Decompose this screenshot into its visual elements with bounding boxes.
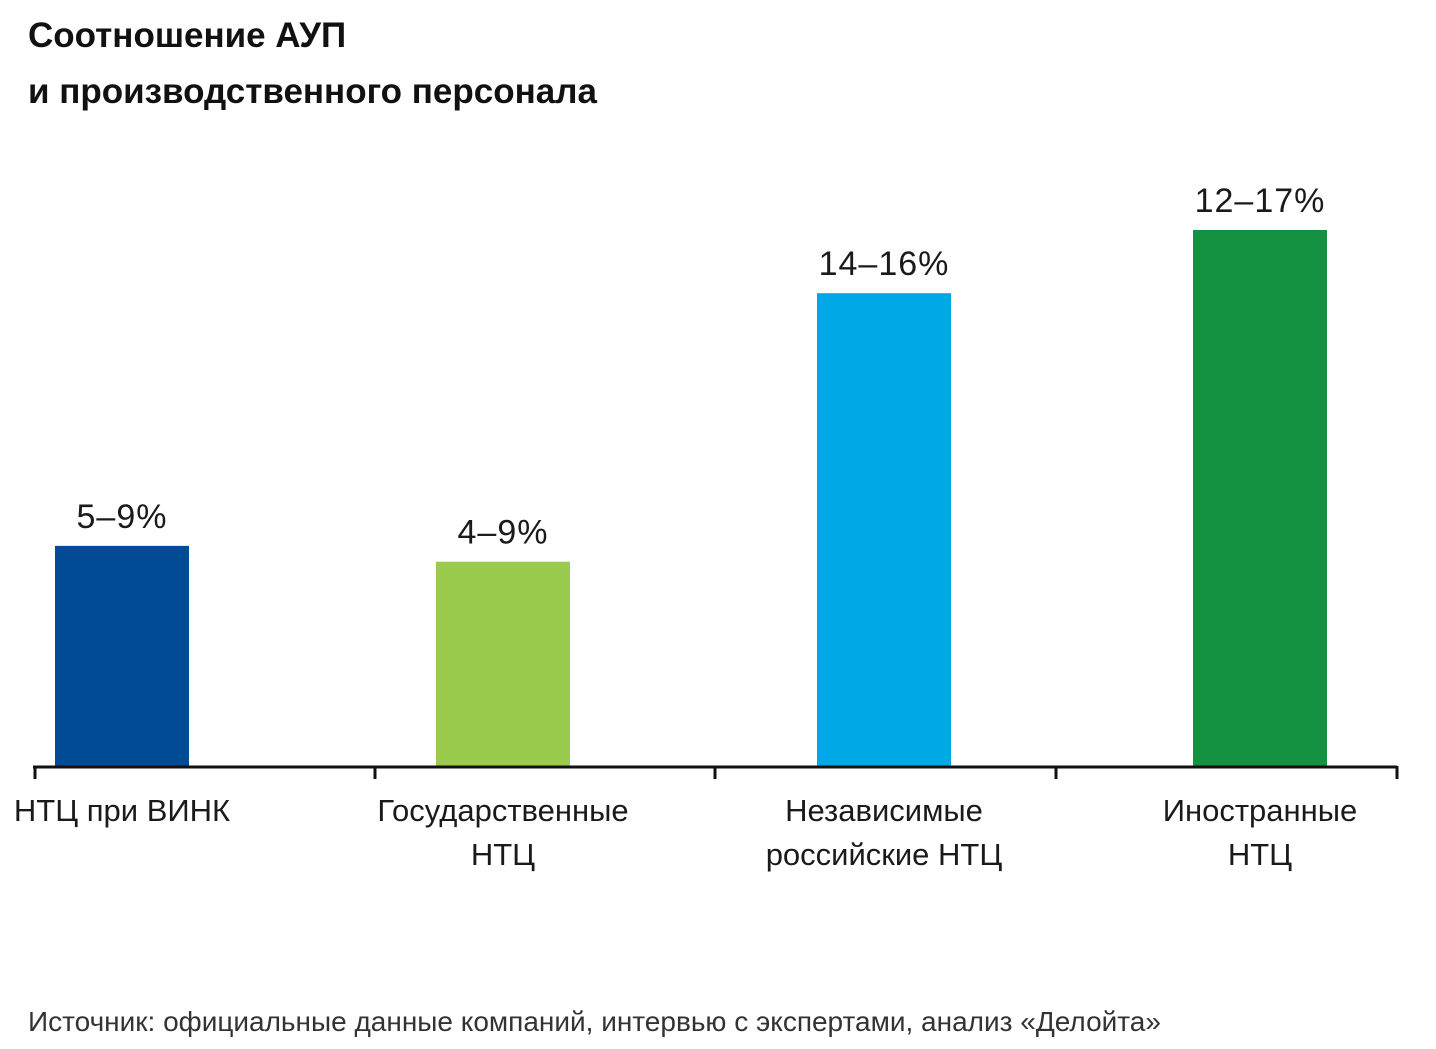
data-label-4: 12–17% — [1195, 182, 1326, 220]
source-note: Источник: официальные данные компаний, и… — [28, 1006, 1161, 1037]
bar-2 — [436, 561, 570, 767]
chart-title-line-1: Соотношение АУП — [28, 16, 347, 55]
category-label-1: НТЦ при ВИНК — [14, 793, 230, 828]
bar-1 — [55, 545, 189, 767]
data-label-3: 14–16% — [819, 245, 950, 283]
category-label-3-line-1: Независимые — [785, 793, 983, 828]
category-label-2-line-1: Государственные — [377, 793, 628, 828]
category-label-4: Иностранные НТЦ — [1163, 793, 1358, 872]
category-label-4-line-2: НТЦ — [1228, 837, 1292, 872]
chart-title-line-2: и производственного персонала — [28, 72, 597, 111]
category-label-1-line-1: НТЦ при ВИНК — [14, 793, 230, 828]
bar-4 — [1193, 230, 1327, 767]
category-label-2: Государственные НТЦ — [377, 793, 628, 872]
chart-title: Соотношение АУП и производственного перс… — [28, 8, 597, 120]
category-label-2-line-2: НТЦ — [471, 837, 535, 872]
bar-3 — [817, 293, 951, 767]
category-label-4-line-1: Иностранные — [1163, 793, 1358, 828]
category-label-3-line-2: российские НТЦ — [766, 837, 1003, 872]
data-label-2: 4–9% — [458, 514, 549, 552]
data-label-1: 5–9% — [77, 498, 168, 536]
category-label-3: Независимые российские НТЦ — [766, 793, 1003, 872]
